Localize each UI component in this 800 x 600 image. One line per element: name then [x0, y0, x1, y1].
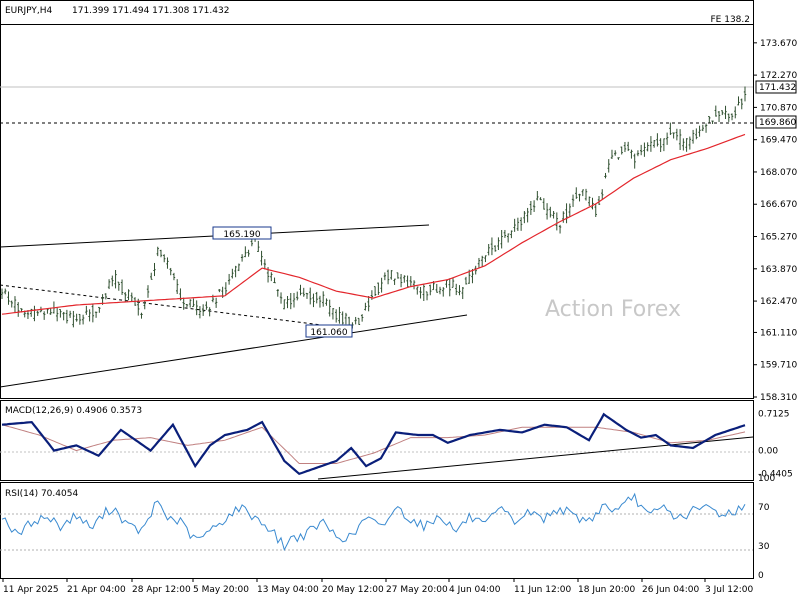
price-tick-label: 163.870 [760, 265, 797, 275]
price-tick-label: 159.710 [760, 361, 797, 371]
last-price-box [755, 80, 797, 94]
annotation-high: 165.190 [223, 230, 260, 240]
macd-tick-label: 0.7125 [758, 410, 790, 420]
time-tick-label: 3 Jul 12:00 [705, 585, 754, 595]
price-tick-label: 170.870 [760, 103, 797, 113]
moving-average-line [1, 133, 746, 315]
annotation-box-low [305, 324, 353, 338]
time-tick-label: 4 Jun 04:00 [449, 585, 501, 595]
watermark: Action Forex [545, 297, 681, 322]
price-tick-label: 169.470 [760, 136, 797, 146]
time-tick-label: 18 Jun 20:00 [578, 585, 635, 595]
price-tick-label: 173.670 [760, 39, 797, 49]
macd-axis: 0.7125 0.00 -0.4405 [758, 410, 793, 480]
price-tick-label: 162.470 [760, 297, 797, 307]
price-tick-label: 168.070 [760, 168, 797, 178]
macd-tick-label: 0.00 [758, 447, 778, 457]
time-tick-label: 28 Apr 12:00 [132, 585, 191, 595]
rsi-tick-label: 70 [758, 503, 770, 513]
macd-title: MACD(12,26,9) 0.4906 0.3573 [5, 406, 142, 416]
lower-trendline [0, 314, 468, 388]
time-tick-label: 26 Jun 04:00 [642, 585, 699, 595]
candlestick-series [0, 86, 747, 331]
rsi-tick-label: 0 [758, 571, 764, 581]
macd-trendline [317, 436, 754, 480]
rsi-tick-label: 100 [758, 474, 775, 484]
time-tick-label: 11 Apr 2025 [3, 585, 59, 595]
rsi-axis: 100 70 30 0 [758, 474, 775, 581]
rsi-title: RSI(14) 70.4054 [5, 489, 78, 499]
time-tick-label: 21 Apr 04:00 [67, 585, 126, 595]
last-price-label: 171.432 [759, 83, 796, 93]
chart-title-symbol: EURJPY,H4 [5, 6, 53, 16]
macd-panel [0, 400, 754, 481]
price-panel [0, 0, 754, 399]
annotation-low: 161.060 [310, 328, 347, 338]
rsi-line [1, 492, 746, 552]
rsi-panel [0, 482, 754, 579]
macd-signal-line [1, 424, 746, 464]
time-tick-label: 13 May 04:00 [257, 585, 319, 595]
time-tick-label: 20 May 12:00 [322, 585, 384, 595]
time-tick-label: 27 May 20:00 [386, 585, 448, 595]
price-tick-label: 172.270 [760, 71, 797, 81]
fe-overlay-label: FE 138.2 [711, 15, 751, 25]
ohlc-header: 171.399 171.494 171.308 171.432 [72, 6, 229, 16]
annotation-box-high [212, 226, 272, 240]
price-tick-label: 158.310 [760, 393, 797, 403]
price-tick-label: 161.110 [760, 328, 797, 338]
dashed-trendline [0, 284, 331, 327]
macd-tick-label: -0.4405 [758, 469, 793, 479]
price-axis: 173.670 172.270 170.870 169.470 168.070 166.6… [753, 39, 797, 403]
rsi-tick-label: 30 [758, 542, 770, 552]
time-axis: 11 Apr 2025 21 Apr 04:00 28 Apr 12:00 5 May… [2, 578, 754, 595]
price-tick-label: 166.670 [760, 200, 797, 210]
time-tick-label: 5 May 20:00 [193, 585, 249, 595]
macd-line [1, 412, 746, 476]
level-box [755, 115, 797, 129]
level-label: 169.860 [759, 118, 796, 128]
time-tick-label: 11 Jun 12:00 [514, 585, 571, 595]
price-tick-label: 165.270 [760, 233, 797, 243]
